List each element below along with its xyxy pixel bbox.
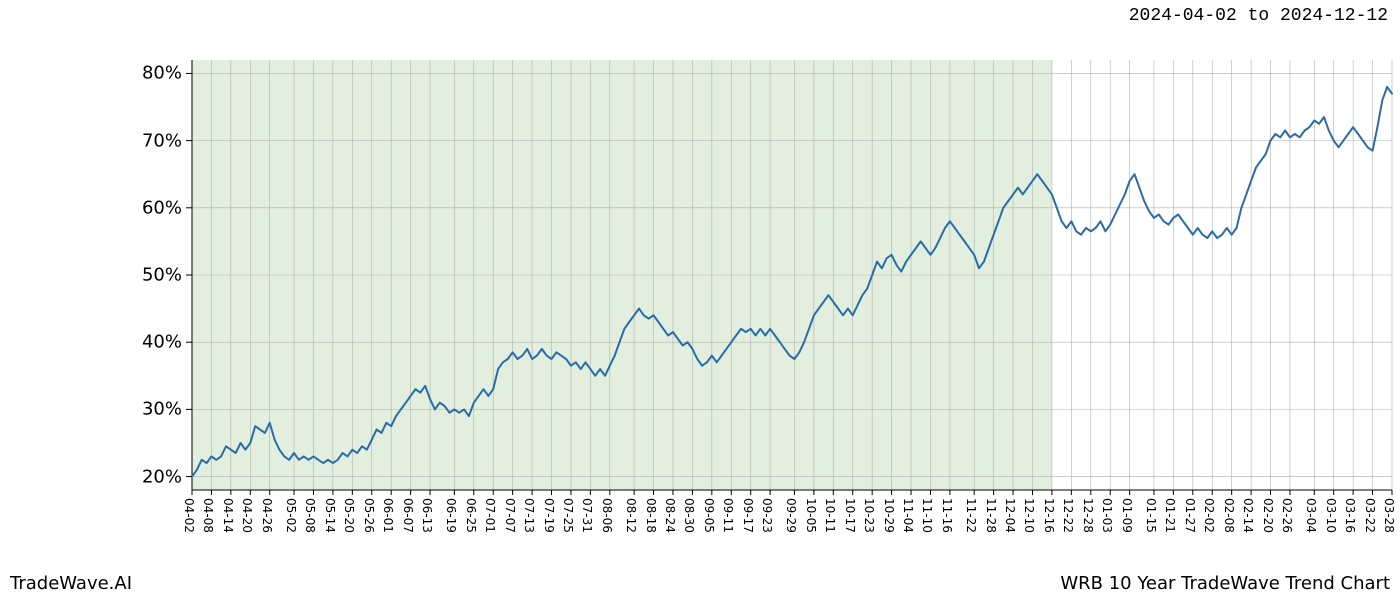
x-tick-label: 11-22 (964, 498, 978, 533)
x-tick-label: 02-14 (1241, 498, 1255, 533)
x-tick-label: 12-10 (1022, 498, 1036, 533)
x-tick-label: 03-28 (1382, 498, 1396, 533)
x-tick-label: 11-28 (984, 498, 998, 533)
x-tick-label: 02-08 (1222, 498, 1236, 533)
x-tick-label: 08-12 (624, 498, 638, 533)
x-tick-label: 07-07 (503, 498, 517, 533)
y-tick-label: 30% (132, 399, 182, 420)
x-tick-label: 04-14 (221, 498, 235, 533)
x-tick-label: 09-23 (760, 498, 774, 533)
x-tick-label: 08-24 (663, 498, 677, 533)
x-tick-label: 04-08 (201, 498, 215, 533)
x-tick-label: 01-27 (1183, 498, 1197, 533)
x-tick-label: 06-19 (444, 498, 458, 533)
y-tick-label: 80% (132, 63, 182, 84)
y-tick-label: 40% (132, 332, 182, 353)
x-tick-label: 10-05 (804, 498, 818, 533)
y-tick-label: 20% (132, 466, 182, 487)
x-tick-label: 01-09 (1120, 498, 1134, 533)
x-tick-label: 01-03 (1100, 498, 1114, 533)
x-tick-label: 11-10 (920, 498, 934, 533)
x-tick-label: 03-16 (1343, 498, 1357, 533)
x-tick-label: 07-31 (580, 498, 594, 533)
x-tick-label: 05-26 (362, 498, 376, 533)
plot-area (192, 60, 1392, 490)
x-tick-label: 08-30 (682, 498, 696, 533)
x-tick-label: 12-16 (1042, 498, 1056, 533)
footer-title: WRB 10 Year TradeWave Trend Chart (1060, 573, 1390, 594)
x-tick-label: 10-17 (843, 498, 857, 533)
x-tick-label: 11-04 (901, 498, 915, 533)
y-tick-label: 50% (132, 265, 182, 286)
x-tick-label: 02-20 (1261, 498, 1275, 533)
x-tick-label: 10-11 (823, 498, 837, 533)
x-tick-label: 12-28 (1081, 498, 1095, 533)
x-tick-label: 09-05 (702, 498, 716, 533)
x-tick-label: 03-22 (1363, 498, 1377, 533)
x-tick-label: 08-06 (600, 498, 614, 533)
x-tick-label: 07-19 (542, 498, 556, 533)
x-tick-label: 09-17 (741, 498, 755, 533)
x-tick-label: 04-26 (260, 498, 274, 533)
x-tick-label: 01-15 (1144, 498, 1158, 533)
x-tick-label: 10-29 (882, 498, 896, 533)
x-tick-label: 06-07 (401, 498, 415, 533)
x-tick-label: 06-01 (381, 498, 395, 533)
footer-brand: TradeWave.AI (10, 573, 132, 594)
x-tick-label: 04-20 (240, 498, 254, 533)
x-tick-label: 04-02 (182, 498, 196, 533)
x-tick-label: 05-20 (342, 498, 356, 533)
x-tick-label: 05-14 (323, 498, 337, 533)
x-tick-label: 03-10 (1324, 498, 1338, 533)
x-tick-label: 11-16 (940, 498, 954, 533)
x-tick-label: 07-13 (522, 498, 536, 533)
x-tick-label: 12-04 (1003, 498, 1017, 533)
x-tick-label: 06-25 (464, 498, 478, 533)
y-tick-label: 70% (132, 130, 182, 151)
x-tick-label: 12-22 (1061, 498, 1075, 533)
x-tick-label: 05-08 (303, 498, 317, 533)
x-tick-label: 08-18 (644, 498, 658, 533)
x-tick-label: 10-23 (862, 498, 876, 533)
x-tick-label: 03-04 (1304, 498, 1318, 533)
x-tick-label: 07-01 (483, 498, 497, 533)
x-tick-label: 09-11 (721, 498, 735, 533)
x-tick-label: 01-21 (1163, 498, 1177, 533)
x-tick-label: 07-25 (561, 498, 575, 533)
x-tick-label: 06-13 (420, 498, 434, 533)
x-tick-label: 02-02 (1202, 498, 1216, 533)
y-tick-label: 60% (132, 197, 182, 218)
x-tick-label: 09-29 (784, 498, 798, 533)
x-tick-label: 05-02 (284, 498, 298, 533)
x-tick-label: 02-26 (1280, 498, 1294, 533)
